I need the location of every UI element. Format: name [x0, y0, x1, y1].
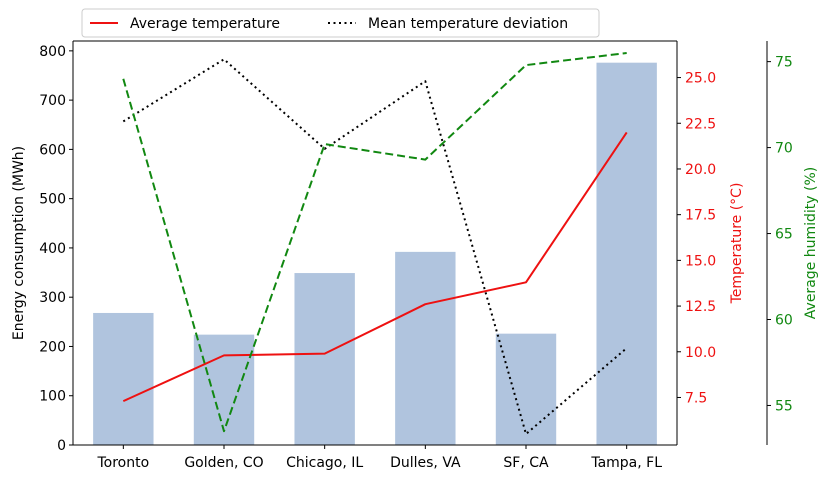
left-tick-label-5: 500: [39, 192, 66, 208]
left-tick-label-3: 300: [39, 290, 66, 306]
series-line-0: [122, 131, 628, 403]
left-tick-label-6: 600: [39, 142, 66, 158]
left-tick-label-0: 0: [57, 438, 66, 454]
hum-axis-label: Average humidity (%): [803, 167, 819, 319]
bar-3: [395, 251, 456, 445]
temp-tick-label-7: 25.0: [685, 71, 716, 87]
bar-1: [193, 334, 255, 445]
legend: Average temperature Mean temperature devi…: [81, 8, 600, 38]
x-tick-label-0: Toronto: [96, 455, 149, 471]
bar-5: [596, 62, 657, 446]
hum-tick-label-0: 55: [775, 398, 793, 414]
hum-tick-label-2: 65: [775, 227, 793, 243]
x-tick-label-2: Chicago, IL: [286, 455, 363, 471]
temp-tick-label-1: 10.0: [685, 345, 716, 361]
temp-tick-label-2: 12.5: [685, 299, 716, 315]
x-tick-label-3: Dulles, VA: [390, 455, 461, 471]
x-tick-label-1: Golden, CO: [184, 455, 263, 471]
bar-4: [495, 333, 557, 445]
left-tick-label-1: 100: [39, 389, 66, 405]
left-tick-label-2: 200: [39, 339, 66, 355]
x-tick-label-5: Tampa, FL: [590, 455, 662, 471]
bars-layer: [93, 62, 657, 446]
temp-tick-label-3: 15.0: [685, 253, 716, 269]
legend-label-0: Average temperature: [130, 16, 280, 32]
left-tick-label-8: 800: [39, 44, 66, 60]
temp-tick-label-0: 7.5: [685, 390, 707, 406]
bar-0: [93, 312, 154, 445]
left-axis-label: Energy consumption (MWh): [11, 146, 27, 340]
left-tick-label-4: 400: [39, 241, 66, 257]
bar-2: [294, 273, 355, 445]
x-tick-label-4: SF, CA: [503, 455, 549, 471]
axes-layer: 0 100 200 300 400 500 600 700 800 Energy consumpt…: [11, 40, 819, 471]
lines-layer: [122, 52, 628, 435]
left-tick-label-7: 700: [39, 93, 66, 109]
hum-tick-label-3: 70: [775, 141, 793, 157]
temp-tick-label-4: 17.5: [685, 208, 716, 224]
temp-axis-label: Temperature (°C): [729, 183, 745, 305]
series-line-2: [122, 52, 627, 433]
hum-tick-label-1: 60: [775, 313, 793, 329]
temp-tick-label-5: 20.0: [685, 162, 716, 178]
hum-tick-label-4: 75: [775, 55, 793, 71]
series-line-1: [122, 58, 628, 435]
temp-tick-label-6: 22.5: [685, 116, 716, 132]
legend-label-1: Mean temperature deviation: [368, 16, 568, 32]
